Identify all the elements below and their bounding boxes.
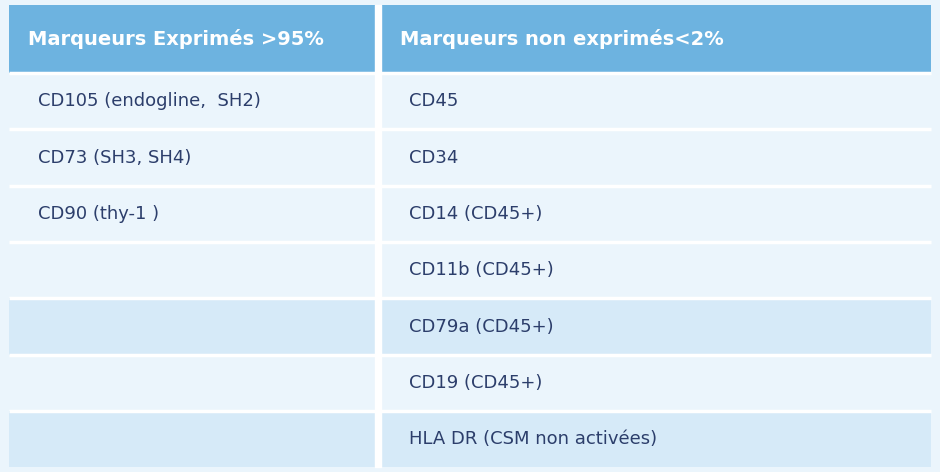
Text: CD79a (CD45+): CD79a (CD45+) [409, 318, 554, 336]
Text: CD14 (CD45+): CD14 (CD45+) [409, 205, 542, 223]
Bar [381, 129, 931, 186]
Bar [9, 129, 375, 186]
Bar [381, 73, 931, 129]
Text: HLA DR (CSM non activées): HLA DR (CSM non activées) [409, 430, 657, 448]
Text: Marqueurs Exprimés >95%: Marqueurs Exprimés >95% [28, 29, 324, 49]
Text: CD73 (SH3, SH4): CD73 (SH3, SH4) [38, 149, 191, 167]
Bar [9, 242, 375, 298]
Bar [381, 242, 931, 298]
Text: CD105 (endogline,  SH2): CD105 (endogline, SH2) [38, 93, 260, 110]
Text: CD90 (thy-1 ): CD90 (thy-1 ) [38, 205, 159, 223]
Bar [381, 5, 931, 73]
Bar [9, 186, 375, 242]
Bar [381, 298, 931, 354]
Text: CD19 (CD45+): CD19 (CD45+) [409, 374, 542, 392]
Text: CD11b (CD45+): CD11b (CD45+) [409, 261, 554, 279]
Bar [9, 73, 375, 129]
Bar [9, 298, 375, 354]
Bar [9, 411, 375, 467]
Text: CD45: CD45 [409, 93, 459, 110]
Bar [9, 5, 375, 73]
Bar [381, 354, 931, 411]
Text: CD34: CD34 [409, 149, 459, 167]
Text: Marqueurs non exprimés<2%: Marqueurs non exprimés<2% [400, 29, 723, 49]
Bar [9, 354, 375, 411]
Bar [381, 186, 931, 242]
Bar [381, 411, 931, 467]
